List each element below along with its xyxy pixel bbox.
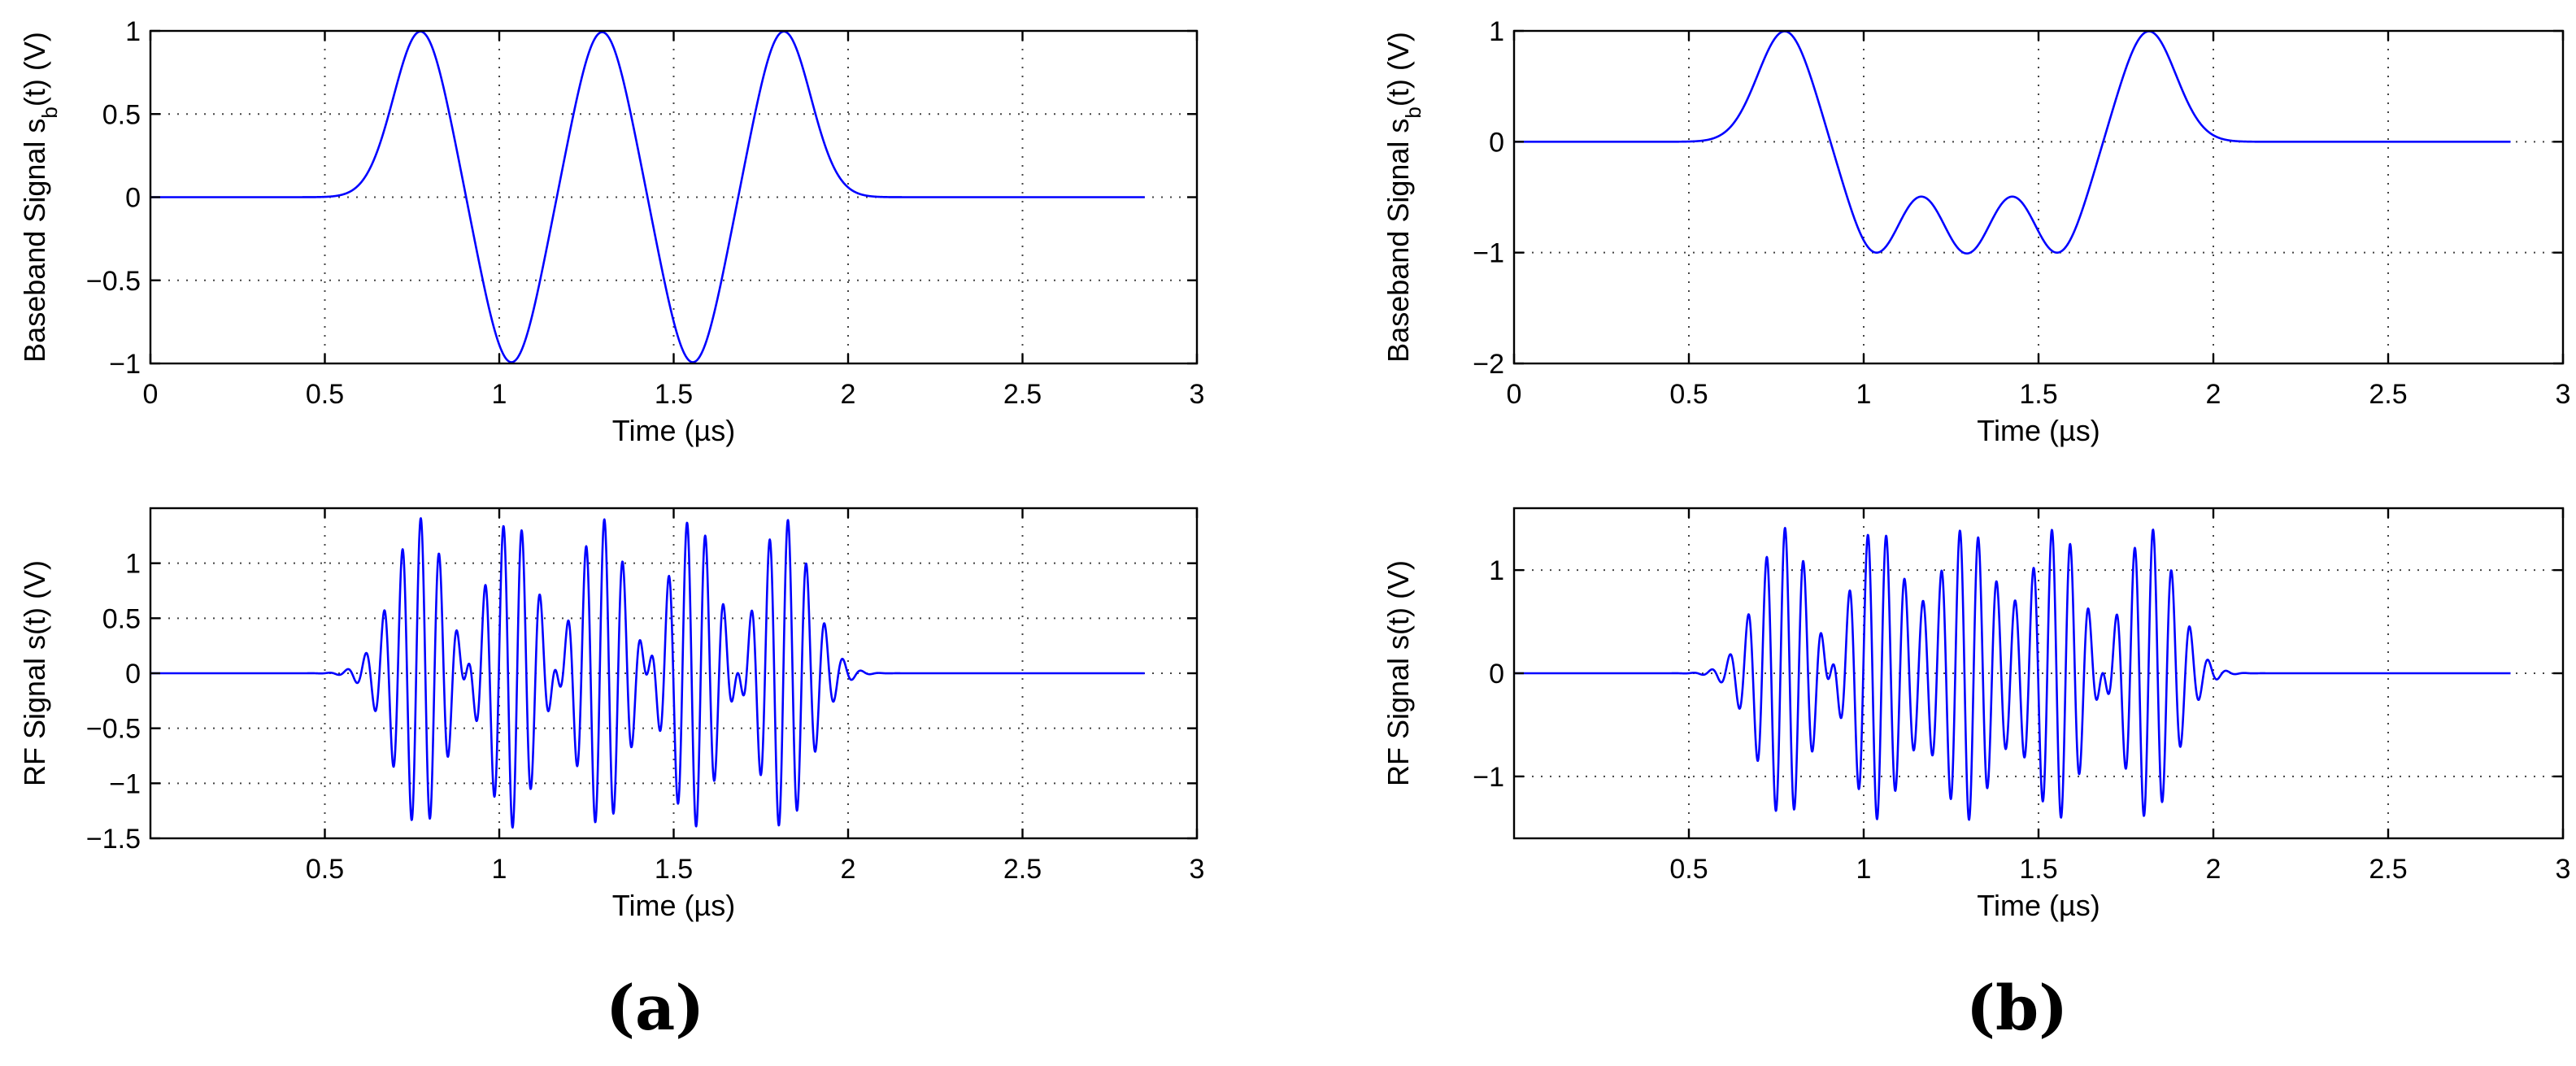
y-tick-label: 0.5 <box>102 603 141 634</box>
y-tick-label: −1 <box>1473 238 1504 269</box>
chart-a-rf: 0.5 1 1.5 2 2.5 3 −1.5 −1 −0.5 0 0.5 1 Time (µs) RF S… <box>18 507 1205 922</box>
x-tick-label: 1.5 <box>2019 379 2057 410</box>
x-axis-label: Time (µs) <box>612 889 735 922</box>
x-tick-label: 0 <box>1507 379 1522 410</box>
y-tick-label: 1 <box>1489 16 1504 47</box>
x-tick-label: 0 <box>143 379 159 410</box>
y-tick-label: −0.5 <box>86 266 141 297</box>
x-tick-label: 0.5 <box>306 854 344 885</box>
x-tick-label: 1 <box>1856 379 1872 410</box>
chart-b-rf: 0.5 1 1.5 2 2.5 3 −1 0 1 Time (µs) RF Signal s(t) … <box>1382 507 2571 922</box>
x-tick-label: 2.5 <box>1003 379 1042 410</box>
x-axis-label: Time (µs) <box>612 414 735 447</box>
y-tick-label: 0 <box>125 183 141 214</box>
y-tick-label: 0 <box>125 659 141 690</box>
x-tick-label: 1 <box>492 379 507 410</box>
y-tick-label: 1 <box>125 549 141 580</box>
y-tick-label: −1.5 <box>86 824 141 855</box>
axes-box <box>1512 29 2565 365</box>
y-tick-label: −1 <box>109 768 141 799</box>
x-tick-label: 0.5 <box>1669 854 1708 885</box>
x-tick-label: 2 <box>841 854 856 885</box>
x-tick-label: 3 <box>2556 379 2571 410</box>
x-tick-label: 1.5 <box>655 379 693 410</box>
series-line <box>150 30 1146 363</box>
y-axis-label: RF Signal s(t) (V) <box>18 560 51 786</box>
y-axis-label: Baseband Signal sb(t) (V) <box>1382 32 1425 363</box>
x-tick-label: 3 <box>1190 379 1205 410</box>
x-tick-label: 2 <box>2206 854 2221 885</box>
series-line <box>150 517 1146 829</box>
y-tick-label: 0.5 <box>102 99 141 130</box>
x-axis-label: Time (µs) <box>1977 414 2100 447</box>
x-axis-label: Time (µs) <box>1977 889 2100 922</box>
y-tick-label: 1 <box>125 16 141 47</box>
x-tick-label: 1.5 <box>2019 854 2057 885</box>
y-tick-label: −1 <box>1473 762 1504 793</box>
x-tick-label: 2.5 <box>2369 379 2407 410</box>
chart-a-baseband: 0 0.5 1 1.5 2 2.5 3 −1 −0.5 0 0.5 1 Time (µs) Baseban… <box>18 16 1204 447</box>
x-tick-label: 1 <box>1856 854 1872 885</box>
y-axis-label: RF Signal s(t) (V) <box>1382 560 1415 786</box>
y-tick-label: 1 <box>1489 555 1504 586</box>
x-tick-label: 2.5 <box>1003 854 1042 885</box>
y-axis-label: Baseband Signal sb(t) (V) <box>18 32 62 363</box>
panel-label-b: (b) <box>1966 972 2069 1044</box>
y-tick-label: 0 <box>1489 127 1504 158</box>
series-line <box>1513 30 2512 255</box>
x-tick-label: 2.5 <box>2369 854 2407 885</box>
x-tick-label: 2 <box>2206 379 2221 410</box>
panel-label-a: (a) <box>606 972 705 1044</box>
x-tick-label: 1 <box>492 854 507 885</box>
x-tick-label: 2 <box>841 379 856 410</box>
y-tick-label: 0 <box>1489 659 1504 690</box>
y-tick-label: −1 <box>109 349 141 380</box>
x-tick-label: 3 <box>1190 854 1205 885</box>
chart-b-baseband: 0 0.5 1 1.5 2 2.5 3 −2 −1 0 1 Time (µs) Baseband Sig… <box>1382 16 2570 447</box>
x-tick-label: 0.5 <box>306 379 344 410</box>
x-tick-label: 0.5 <box>1669 379 1708 410</box>
x-tick-label: 1.5 <box>655 854 693 885</box>
series-line <box>1513 527 2512 821</box>
x-tick-label: 3 <box>2556 854 2571 885</box>
y-tick-label: −2 <box>1473 349 1504 380</box>
y-tick-label: −0.5 <box>86 714 141 745</box>
